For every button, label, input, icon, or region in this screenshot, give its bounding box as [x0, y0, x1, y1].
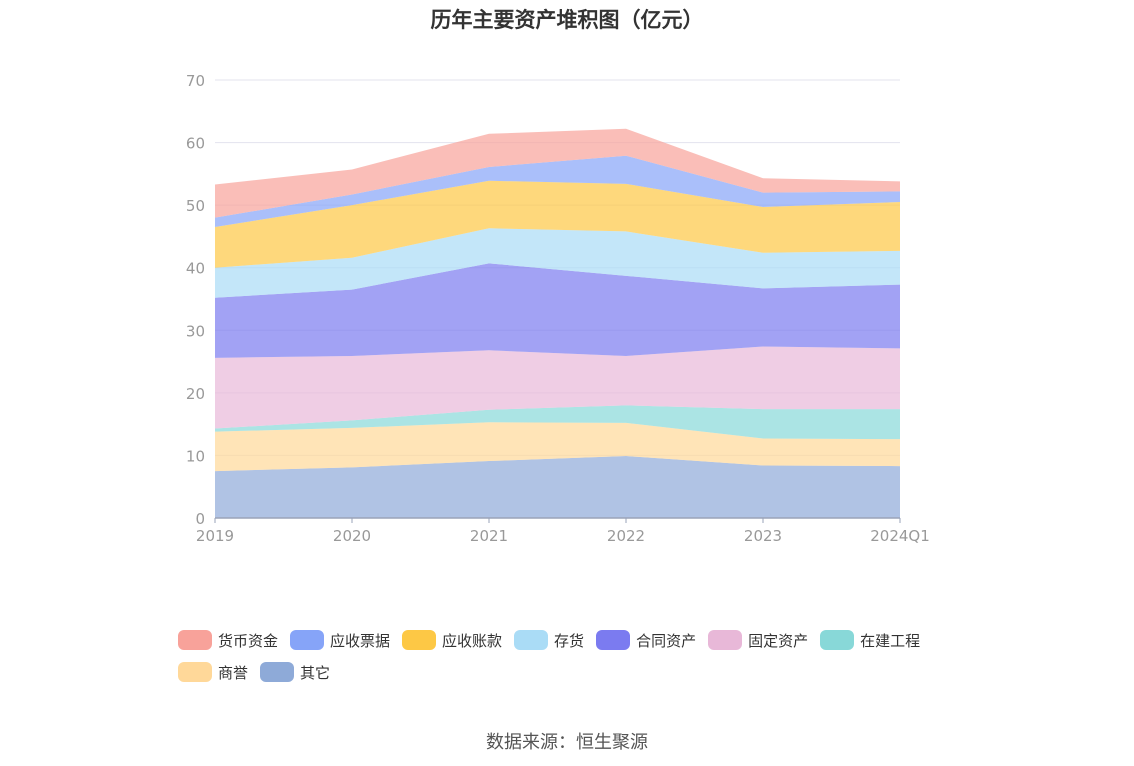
area-series [215, 128, 900, 518]
legend-swatch [596, 630, 631, 650]
legend-item[interactable]: 应收票据 [290, 628, 390, 652]
legend-item[interactable]: 货币资金 [178, 628, 278, 652]
legend-label: 固定资产 [748, 631, 809, 650]
legend-label: 应收账款 [442, 631, 503, 650]
x-tick-label: 2022 [607, 527, 645, 545]
legend-label: 合同资产 [636, 631, 697, 650]
legend-swatch [290, 630, 325, 650]
legend-label: 商誉 [218, 663, 249, 682]
y-tick-label: 0 [195, 510, 205, 528]
legend-label: 货币资金 [218, 631, 279, 650]
legend-label: 其它 [300, 663, 331, 682]
legend: 货币资金 应收票据 应收账款 存货 合同资产 固定资产 在建工程商誉 其它 [178, 628, 978, 692]
legend-label: 在建工程 [860, 631, 921, 650]
x-tick-label: 2024Q1 [870, 527, 930, 545]
area-存货 [215, 228, 900, 298]
legend-swatch [260, 662, 295, 682]
y-tick-label: 30 [186, 322, 205, 340]
legend-swatch [178, 630, 212, 650]
legend-item[interactable]: 商誉 [178, 660, 248, 684]
area-商誉 [215, 422, 900, 472]
y-tick-label: 70 [186, 72, 205, 90]
legend-swatch [708, 630, 743, 650]
data-source-note: 数据来源：恒生聚源 [486, 732, 648, 753]
area-货币资金 [215, 128, 900, 218]
legend-item[interactable]: 合同资产 [596, 628, 696, 652]
stacked-area-chart: 0 10 20 30 40 50 60 70 2019 2020 2021 2022 2023 2024Q… [186, 72, 930, 545]
area-应收票据 [215, 155, 900, 228]
legend-item[interactable]: 其它 [260, 660, 330, 684]
y-tick-label: 40 [186, 260, 205, 278]
y-tick-label: 50 [186, 197, 205, 215]
area-固定资产 [215, 346, 900, 429]
legend-item[interactable]: 存货 [514, 628, 584, 652]
area-应收账款 [215, 180, 900, 268]
y-tick-label: 20 [186, 385, 205, 403]
legend-swatch [402, 630, 437, 650]
x-tick-label: 2020 [333, 527, 371, 545]
area-在建工程 [215, 405, 900, 440]
axes: 0 10 20 30 40 50 60 70 2019 2020 2021 2022 2023 2024Q… [186, 72, 930, 545]
x-tick-label: 2019 [196, 527, 234, 545]
legend-label: 存货 [554, 631, 585, 650]
legend-item[interactable]: 在建工程 [820, 628, 920, 652]
legend-item[interactable]: 固定资产 [708, 628, 808, 652]
x-tick-label: 2023 [744, 527, 782, 545]
legend-label: 应收票据 [330, 631, 391, 650]
legend-swatch [178, 662, 212, 682]
area-其它 [215, 456, 900, 518]
x-tick-label: 2021 [470, 527, 508, 545]
legend-item[interactable]: 应收账款 [402, 628, 502, 652]
legend-swatch [514, 630, 549, 650]
chart-title: 历年主要资产堆积图（亿元） [430, 8, 704, 32]
legend-swatch [820, 630, 855, 650]
y-tick-label: 10 [186, 447, 205, 465]
y-tick-label: 60 [186, 135, 205, 153]
area-合同资产 [215, 263, 900, 358]
